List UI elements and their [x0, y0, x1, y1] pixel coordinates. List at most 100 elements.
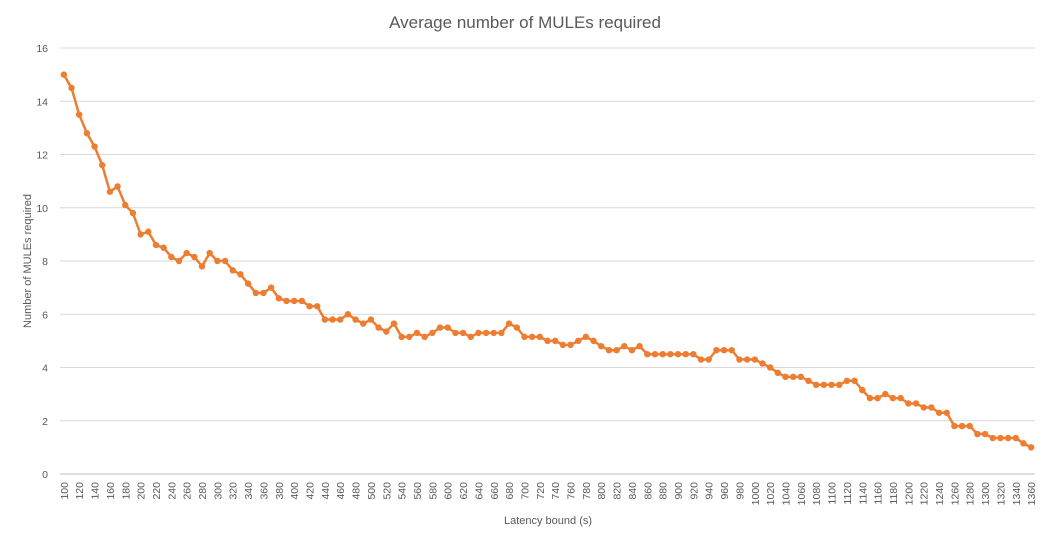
y-tick-label: 2 — [42, 416, 48, 428]
data-point — [928, 404, 935, 411]
data-point — [367, 316, 375, 323]
data-point — [598, 343, 605, 350]
data-point — [813, 381, 820, 389]
y-tick-label: 6 — [42, 309, 48, 321]
data-point — [313, 303, 321, 310]
data-point — [68, 84, 75, 92]
data-point — [613, 346, 620, 354]
x-tick-label: 1360 — [1026, 482, 1038, 506]
x-tick-label: 1320 — [995, 482, 1007, 506]
x-tick-label: 440 — [320, 482, 332, 500]
data-point — [229, 267, 236, 274]
data-point — [375, 324, 382, 331]
x-tick-label: 760 — [566, 482, 578, 500]
data-point — [621, 343, 628, 350]
data-point — [260, 289, 267, 297]
data-point — [866, 394, 874, 402]
data-point — [114, 183, 121, 190]
x-tick-label: 240 — [166, 482, 178, 500]
y-tick-label: 16 — [36, 43, 48, 55]
data-point — [590, 337, 597, 345]
data-point — [214, 257, 221, 265]
x-tick-label: 260 — [182, 482, 194, 500]
x-tick-label: 400 — [289, 482, 301, 500]
data-point — [582, 333, 590, 341]
data-point — [160, 244, 167, 251]
data-point — [475, 329, 482, 337]
data-point — [981, 430, 989, 438]
x-tick-label: 120 — [74, 482, 86, 500]
data-point — [145, 228, 152, 235]
data-point — [713, 346, 720, 354]
data-point — [360, 320, 367, 327]
x-tick-label: 1060 — [796, 482, 808, 506]
x-tick-label: 420 — [305, 482, 317, 500]
data-point — [805, 377, 812, 385]
data-point — [252, 289, 259, 297]
data-point — [912, 400, 920, 407]
data-point — [337, 316, 344, 323]
data-point — [889, 394, 897, 402]
data-point — [544, 337, 551, 345]
data-point — [521, 333, 528, 341]
x-tick-label: 100 — [59, 482, 71, 500]
data-point — [782, 373, 789, 381]
data-point — [575, 337, 582, 345]
x-tick-label: 700 — [519, 482, 531, 500]
data-point — [244, 280, 252, 287]
x-tick-label: 1160 — [873, 482, 885, 505]
x-axis-ticks: 100 120 140 160 180 200 220 240 260 280 300 320 340 3… — [59, 482, 1038, 506]
x-tick-label: 1080 — [811, 482, 823, 506]
data-point — [429, 329, 436, 337]
data-point — [659, 350, 666, 358]
y-tick-label: 12 — [36, 150, 48, 162]
y-axis-label: Number of MULEs required — [22, 194, 34, 328]
data-point — [490, 329, 497, 337]
data-point — [1012, 434, 1020, 442]
x-tick-label: 280 — [197, 482, 209, 500]
x-tick-label: 800 — [596, 482, 608, 500]
data-point — [383, 328, 390, 335]
x-tick-label: 1260 — [949, 482, 961, 506]
x-tick-label: 1000 — [750, 482, 762, 506]
x-tick-label: 900 — [673, 482, 685, 500]
chart-title: Average number of MULEs required — [389, 13, 661, 32]
data-point — [83, 130, 91, 137]
y-tick-label: 10 — [36, 203, 48, 215]
data-point — [882, 390, 889, 398]
x-tick-label: 740 — [550, 482, 562, 500]
x-tick-label: 220 — [151, 482, 163, 500]
x-tick-label: 1120 — [842, 482, 854, 505]
x-tick-label: 960 — [719, 482, 731, 500]
data-point — [459, 329, 467, 337]
x-tick-label: 540 — [397, 482, 409, 500]
x-tick-label: 980 — [734, 482, 746, 500]
data-point — [344, 311, 352, 318]
data-point — [352, 316, 359, 323]
data-point — [1027, 444, 1035, 451]
series-layer — [60, 71, 1035, 451]
data-point — [60, 71, 68, 78]
data-point — [743, 356, 751, 363]
x-tick-label: 1220 — [919, 482, 931, 506]
x-tick-label: 300 — [212, 482, 224, 500]
y-tick-label: 4 — [42, 363, 48, 375]
data-point — [966, 422, 973, 430]
data-point — [567, 341, 574, 349]
x-tick-label: 660 — [489, 482, 501, 500]
data-point — [390, 320, 398, 327]
x-tick-label: 820 — [612, 482, 624, 500]
data-point — [106, 188, 114, 195]
data-point — [267, 284, 275, 291]
data-point — [436, 324, 444, 331]
y-axis-ticks: 0 2 4 6 8 10 12 14 16 — [36, 43, 48, 481]
x-tick-label: 520 — [381, 482, 393, 500]
data-point — [275, 295, 282, 302]
data-point — [720, 346, 728, 354]
data-point — [505, 320, 513, 327]
data-point — [237, 271, 244, 278]
data-point — [851, 377, 858, 385]
data-point — [99, 161, 106, 169]
